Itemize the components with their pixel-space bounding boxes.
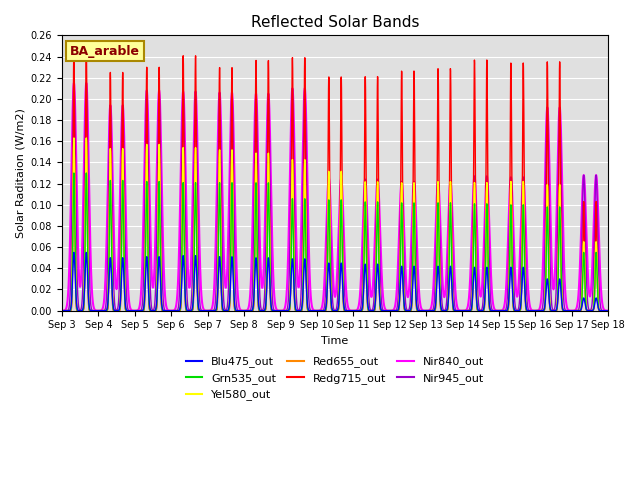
Nir840_out bbox=[153, 163, 161, 168]
Line: Grn535_out: Grn535_out bbox=[62, 173, 608, 311]
Yel580_out bbox=[58, 308, 66, 313]
Line: Yel580_out: Yel580_out bbox=[62, 138, 608, 311]
Blu475_out bbox=[58, 308, 66, 313]
Y-axis label: Solar Raditaion (W/m2): Solar Raditaion (W/m2) bbox=[15, 108, 25, 238]
Nir945_out bbox=[535, 308, 543, 313]
Redg715_out bbox=[70, 45, 78, 51]
Grn535_out bbox=[70, 170, 78, 176]
Yel580_out bbox=[604, 308, 612, 313]
Nir840_out bbox=[535, 307, 543, 313]
Grn535_out bbox=[594, 288, 602, 293]
Nir945_out bbox=[594, 216, 602, 221]
Grn535_out bbox=[153, 300, 161, 305]
Yel580_out bbox=[120, 267, 128, 273]
Red655_out bbox=[120, 267, 128, 273]
Yel580_out bbox=[153, 297, 161, 302]
Grn535_out bbox=[604, 308, 612, 313]
Nir945_out bbox=[70, 80, 78, 86]
Yel580_out bbox=[535, 308, 543, 313]
Nir945_out bbox=[58, 308, 66, 313]
Blu475_out bbox=[120, 285, 128, 291]
Line: Redg715_out: Redg715_out bbox=[62, 48, 608, 311]
Blu475_out bbox=[153, 298, 161, 303]
Nir945_out bbox=[120, 183, 128, 189]
Yel580_out bbox=[594, 284, 602, 289]
Title: Reflected Solar Bands: Reflected Solar Bands bbox=[251, 15, 419, 30]
Nir840_out bbox=[268, 207, 275, 213]
Grn535_out bbox=[120, 275, 128, 280]
Redg715_out bbox=[535, 308, 543, 313]
Text: BA_arable: BA_arable bbox=[70, 45, 140, 58]
Blu475_out bbox=[604, 308, 612, 313]
Nir945_out bbox=[268, 273, 275, 278]
Nir840_out bbox=[594, 192, 602, 198]
X-axis label: Time: Time bbox=[321, 336, 349, 346]
Redg715_out bbox=[120, 277, 128, 283]
Blu475_out bbox=[594, 301, 602, 307]
Nir840_out bbox=[120, 142, 128, 147]
Redg715_out bbox=[291, 307, 299, 313]
Nir840_out bbox=[604, 308, 612, 313]
Line: Blu475_out: Blu475_out bbox=[62, 252, 608, 311]
Blu475_out bbox=[70, 250, 78, 255]
Line: Red655_out: Red655_out bbox=[62, 138, 608, 311]
Red655_out bbox=[153, 297, 161, 302]
Blu475_out bbox=[291, 303, 299, 309]
Blu475_out bbox=[535, 308, 543, 313]
Yel580_out bbox=[291, 305, 299, 311]
Grn535_out bbox=[291, 306, 299, 312]
Red655_out bbox=[604, 308, 612, 313]
Red655_out bbox=[594, 284, 602, 289]
Nir840_out bbox=[291, 186, 299, 192]
Nir945_out bbox=[153, 226, 161, 232]
Line: Nir840_out: Nir840_out bbox=[62, 83, 608, 311]
Line: Nir945_out: Nir945_out bbox=[62, 83, 608, 311]
Grn535_out bbox=[268, 307, 275, 312]
Grn535_out bbox=[535, 308, 543, 313]
Nir840_out bbox=[70, 80, 78, 86]
Red655_out bbox=[70, 135, 78, 141]
Grn535_out bbox=[58, 308, 66, 313]
Redg715_out bbox=[268, 308, 275, 313]
Red655_out bbox=[291, 305, 299, 311]
Red655_out bbox=[58, 308, 66, 313]
Redg715_out bbox=[604, 308, 612, 313]
Legend: Blu475_out, Grn535_out, Yel580_out, Red655_out, Redg715_out, Nir840_out, Nir945_: Blu475_out, Grn535_out, Yel580_out, Red6… bbox=[181, 352, 489, 405]
Red655_out bbox=[268, 307, 275, 312]
Yel580_out bbox=[268, 307, 275, 312]
Yel580_out bbox=[70, 135, 78, 141]
Blu475_out bbox=[268, 305, 275, 311]
Redg715_out bbox=[594, 285, 602, 291]
Nir945_out bbox=[291, 255, 299, 261]
Nir945_out bbox=[604, 308, 612, 313]
Redg715_out bbox=[153, 304, 161, 310]
Redg715_out bbox=[58, 308, 66, 313]
Red655_out bbox=[535, 308, 543, 313]
Nir840_out bbox=[58, 308, 66, 313]
